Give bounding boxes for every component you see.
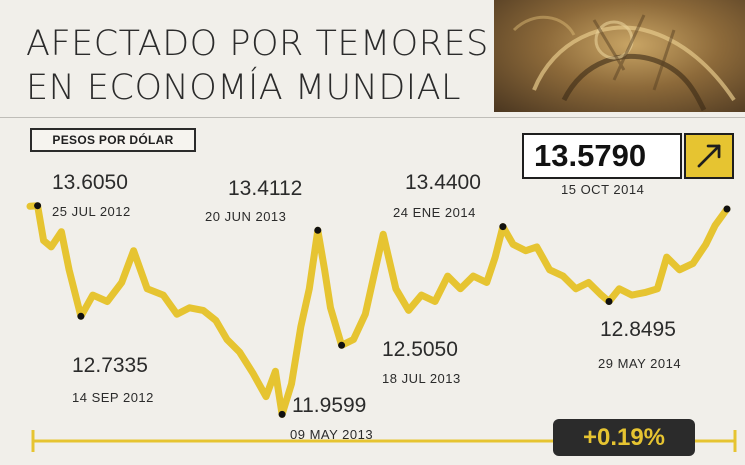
current-date: 15 OCT 2014 bbox=[561, 182, 645, 197]
annotation-date-7: 29 MAY 2014 bbox=[598, 356, 682, 371]
unit-label: PESOS POR DÓLAR bbox=[30, 128, 196, 152]
annotation-date-1: 25 JUL 2012 bbox=[52, 204, 131, 219]
annotation-markers bbox=[34, 202, 731, 418]
annotation-marker-2 bbox=[77, 312, 85, 320]
title-divider bbox=[0, 117, 745, 118]
annotation-marker-7 bbox=[605, 298, 613, 305]
annotation-date-3: 20 JUN 2013 bbox=[205, 209, 287, 224]
exchange-rate-line bbox=[26, 202, 731, 418]
title-line-1: AFECTADO POR TEMORES bbox=[26, 24, 489, 64]
page-title: AFECTADO POR TEMORES EN ECONOMÍA MUNDIAL bbox=[26, 22, 489, 110]
annotation-date-5: 18 JUL 2013 bbox=[382, 371, 461, 386]
title-line-2: EN ECONOMÍA MUNDIAL bbox=[26, 68, 462, 108]
annotation-marker-4 bbox=[278, 410, 286, 418]
annotation-marker-6 bbox=[499, 223, 507, 231]
annotation-date-4: 09 MAY 2013 bbox=[290, 427, 374, 442]
annotation-value-1: 13.6050 bbox=[52, 171, 128, 194]
annotation-value-3: 13.4112 bbox=[228, 177, 303, 200]
current-value: 13.5790 bbox=[522, 133, 682, 179]
annotation-value-5: 12.5050 bbox=[382, 338, 458, 361]
annotation-value-2: 12.7335 bbox=[72, 354, 148, 377]
annotation-date-2: 14 SEP 2012 bbox=[72, 390, 154, 405]
annotation-marker-5 bbox=[338, 341, 346, 349]
annotation-marker-1 bbox=[34, 202, 42, 210]
change-badge: +0.19% bbox=[553, 419, 695, 456]
annotation-value-7: 12.8495 bbox=[600, 318, 676, 341]
annotation-marker-3 bbox=[314, 226, 322, 234]
annotation-date-6: 24 ENE 2014 bbox=[393, 205, 476, 220]
annotation-value-4: 11.9599 bbox=[292, 394, 367, 417]
arrow-up-right-icon bbox=[684, 133, 734, 179]
coin-image bbox=[494, 0, 745, 112]
annotation-value-6: 13.4400 bbox=[405, 171, 481, 194]
annotation-marker-8 bbox=[723, 205, 731, 213]
